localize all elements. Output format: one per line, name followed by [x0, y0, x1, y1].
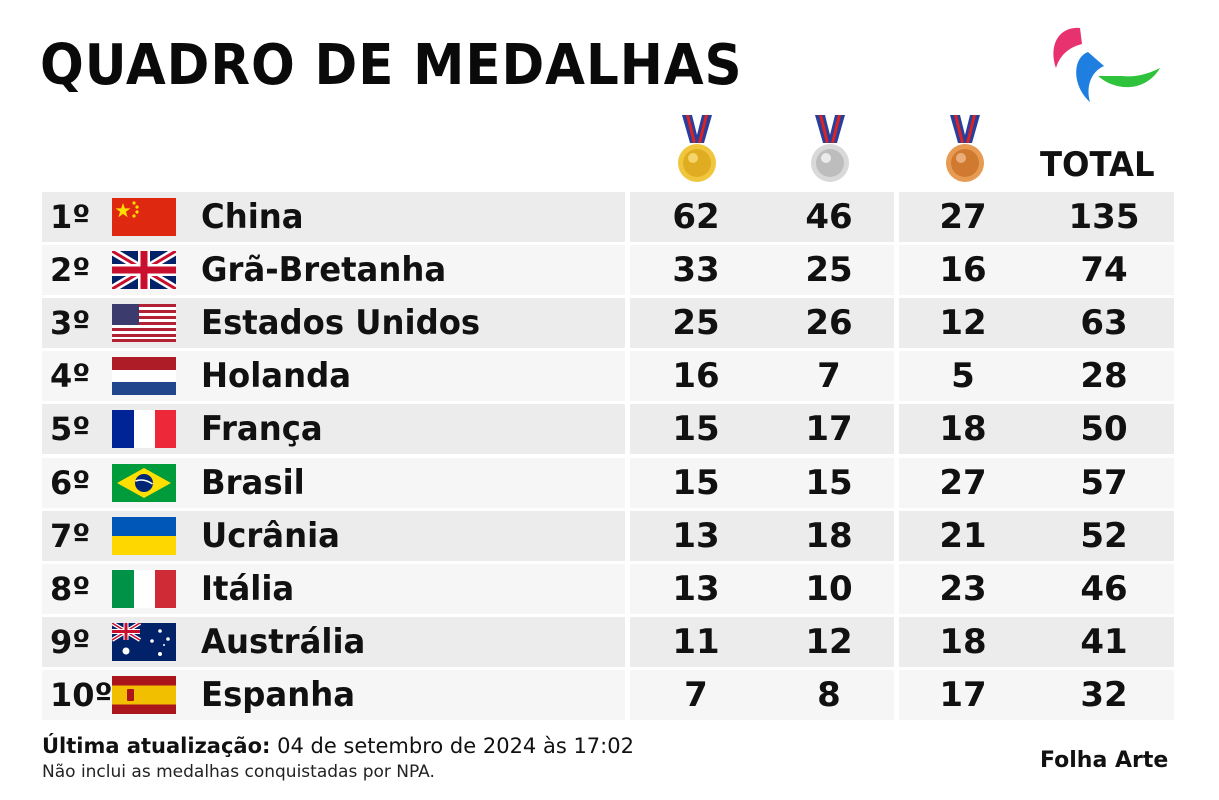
- gold-count: 13: [672, 568, 720, 609]
- rank-cell: 6º: [50, 463, 91, 502]
- bronze-count: 16: [939, 250, 987, 291]
- footnote: Não inclui as medalhas conquistadas por …: [42, 762, 435, 782]
- total-count: 41: [1080, 621, 1128, 662]
- bronze-medal-icon: [946, 115, 984, 182]
- country-name: Grã-Bretanha: [201, 250, 447, 291]
- rank-cell: 3º: [50, 304, 91, 343]
- table-row: 1º China 62 46 27 135: [42, 192, 1174, 242]
- silver-count: 10: [805, 568, 853, 609]
- bronze-count: 18: [939, 409, 987, 450]
- silver-count: 8: [817, 674, 841, 715]
- table-row: 10º Espanha 7 8 17 32: [42, 669, 1174, 720]
- bronze-count: 27: [939, 197, 987, 237]
- silver-count: 26: [805, 303, 853, 344]
- total-count: 50: [1080, 409, 1128, 450]
- rank-cell: 5º: [50, 410, 91, 449]
- last-update-value: 04 de setembro de 2024 às 17:02: [270, 734, 634, 758]
- total-header: TOTAL: [1040, 145, 1155, 185]
- ukraine-flag-icon: [112, 516, 176, 555]
- table-row: 2º Grã-Bretanha 33 25 16 74: [42, 245, 1174, 296]
- gold-count: 15: [672, 462, 720, 503]
- bronze-count: 23: [939, 568, 987, 609]
- total-count: 28: [1080, 356, 1128, 397]
- table-row: 3º Estados Unidos 25 26 12 63: [42, 298, 1174, 349]
- country-name: Ucrânia: [201, 515, 340, 556]
- total-count: 57: [1080, 462, 1128, 503]
- country-name: Austrália: [201, 621, 366, 662]
- page-title: QUADRO DE MEDALHAS: [40, 33, 743, 98]
- paralympic-agitos-logo: [1053, 27, 1160, 102]
- gold-count: 13: [672, 515, 720, 556]
- country-name: China: [201, 197, 304, 237]
- country-name: Estados Unidos: [201, 303, 481, 344]
- country-name: Itália: [201, 568, 295, 609]
- last-update: Última atualização: 04 de setembro de 20…: [42, 734, 634, 758]
- silver-count: 15: [805, 462, 853, 503]
- silver-count: 46: [805, 197, 853, 237]
- total-count: 52: [1080, 515, 1128, 556]
- rank-cell: 2º: [50, 251, 91, 290]
- total-count: 46: [1080, 568, 1128, 609]
- australia-flag-icon: [112, 622, 176, 661]
- bronze-count: 5: [951, 356, 975, 397]
- rank-cell: 7º: [50, 516, 91, 555]
- total-count: 135: [1068, 197, 1140, 237]
- silver-count: 18: [805, 515, 853, 556]
- china-flag-icon: [112, 198, 176, 236]
- country-name: Brasil: [201, 462, 305, 503]
- gold-count: 7: [684, 674, 708, 715]
- usa-flag-icon: [112, 304, 176, 343]
- rank-cell: 1º: [50, 198, 91, 236]
- bronze-count: 21: [939, 515, 987, 556]
- uk-flag-icon: [112, 251, 176, 290]
- spain-flag-icon: [112, 675, 176, 714]
- silver-count: 17: [805, 409, 853, 450]
- gold-count: 11: [672, 621, 720, 662]
- credit: Folha Arte: [1040, 748, 1169, 773]
- silver-medal-icon: [811, 115, 849, 182]
- italy-flag-icon: [112, 569, 176, 608]
- total-count: 74: [1080, 250, 1128, 291]
- table-row: 7º Ucrânia 13 18 21 52: [42, 510, 1174, 561]
- country-name: França: [201, 409, 323, 450]
- bronze-count: 18: [939, 621, 987, 662]
- gold-count: 15: [672, 409, 720, 450]
- bronze-count: 27: [939, 462, 987, 503]
- last-update-label: Última atualização:: [42, 734, 271, 758]
- rank-cell: 9º: [50, 622, 91, 661]
- table-row: 4º Holanda 16 7 5 28: [42, 351, 1174, 402]
- gold-count: 16: [672, 356, 720, 397]
- brazil-flag-icon: [112, 463, 176, 502]
- table-row: 5º França 15 17 18 50: [42, 404, 1174, 455]
- rank-cell: 8º: [50, 569, 91, 608]
- table-row: 8º Itália 13 10 23 46: [42, 563, 1174, 614]
- gold-medal-icon: [678, 115, 716, 182]
- country-name: Holanda: [201, 356, 352, 397]
- netherlands-flag-icon: [112, 357, 176, 396]
- country-name: Espanha: [201, 674, 356, 715]
- silver-count: 25: [805, 250, 853, 291]
- table-row: 9º Austrália 11 12 18 41: [42, 616, 1174, 667]
- gold-count: 25: [672, 303, 720, 344]
- gold-count: 62: [672, 197, 720, 237]
- gold-count: 33: [672, 250, 720, 291]
- total-count: 32: [1080, 674, 1128, 715]
- silver-count: 12: [805, 621, 853, 662]
- france-flag-icon: [112, 410, 176, 449]
- silver-count: 7: [817, 356, 841, 397]
- total-count: 63: [1080, 303, 1128, 344]
- table-row: 6º Brasil 15 15 27 57: [42, 457, 1174, 508]
- bronze-count: 17: [939, 674, 987, 715]
- rank-cell: 4º: [50, 357, 91, 396]
- bronze-count: 12: [939, 303, 987, 344]
- rank-cell: 10º: [50, 675, 113, 714]
